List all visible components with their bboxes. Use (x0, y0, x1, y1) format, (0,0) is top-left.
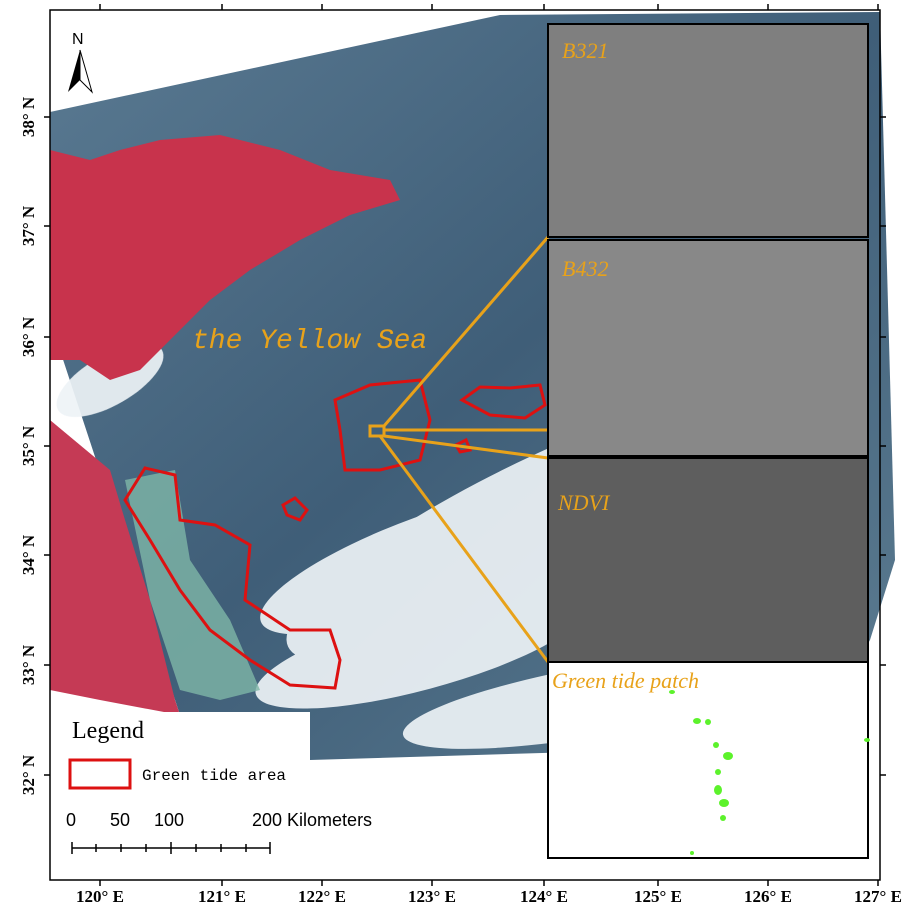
lat-label: 35° N (19, 425, 38, 466)
lon-label: 122° E (298, 887, 346, 905)
lon-label: 123° E (408, 887, 456, 905)
north-arrow: N (68, 31, 92, 92)
lon-label: 126° E (744, 887, 792, 905)
inset-label: Green tide patch (552, 668, 699, 693)
scale-label: 200 Kilometers (252, 810, 372, 830)
page: B321 B432 NDVI Green tide patch the Yell… (0, 0, 910, 905)
lat-label: 32° N (19, 754, 38, 795)
lon-label: 127° E (854, 887, 902, 905)
scale-label: 50 (110, 810, 130, 830)
north-label: N (72, 31, 84, 48)
scale-label: 0 (66, 810, 76, 830)
lat-label: 33° N (19, 644, 38, 685)
scale-label: 100 (154, 810, 184, 830)
lon-label: 120° E (76, 887, 124, 905)
lon-label: 124° E (520, 887, 568, 905)
legend-title: Legend (72, 718, 144, 744)
lat-label: 36° N (19, 316, 38, 357)
inset-label: B321 (562, 38, 608, 63)
legend-item: Green tide area (142, 767, 286, 785)
lat-label: 34° N (19, 534, 38, 575)
map: B321 B432 NDVI Green tide patch the Yell… (0, 0, 910, 905)
lat-label: 37° N (19, 205, 38, 246)
inset-label: B432 (562, 256, 608, 281)
sea-label: the Yellow Sea (192, 326, 427, 357)
lat-label: 38° N (19, 96, 38, 137)
inset-ndvi (548, 458, 868, 662)
lon-label: 121° E (198, 887, 246, 905)
inset-label: NDVI (557, 490, 611, 515)
lon-label: 125° E (634, 887, 682, 905)
